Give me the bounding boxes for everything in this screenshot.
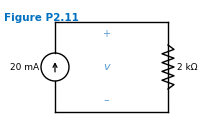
Text: Figure P2.11: Figure P2.11 [4,13,79,23]
Text: 20 mA: 20 mA [10,62,39,71]
Text: +: + [102,29,111,39]
Text: 2 kΩ: 2 kΩ [177,62,197,71]
Text: –: – [104,95,109,105]
Text: v: v [103,62,110,72]
